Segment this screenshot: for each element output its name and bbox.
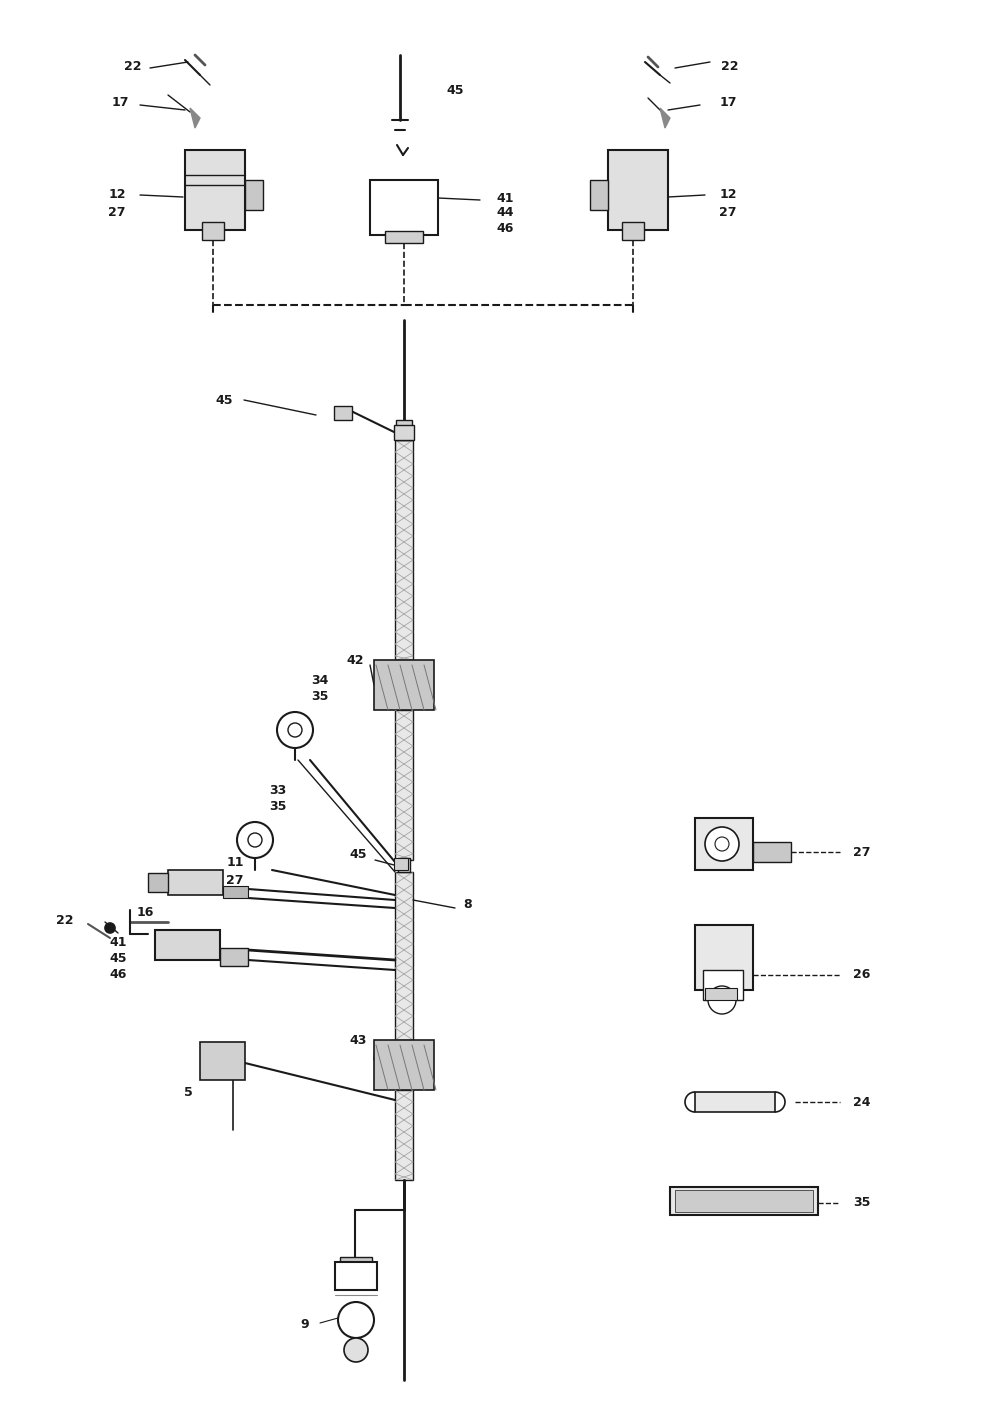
Bar — [675, 1190, 813, 1212]
Bar — [705, 988, 737, 1000]
Circle shape — [288, 722, 302, 736]
Bar — [374, 660, 434, 710]
Bar — [396, 420, 412, 439]
Text: 46: 46 — [109, 967, 127, 980]
Bar — [395, 1090, 413, 1180]
Bar — [200, 1042, 245, 1080]
Polygon shape — [190, 108, 200, 128]
Polygon shape — [660, 108, 670, 128]
Text: 22: 22 — [721, 61, 739, 73]
Bar — [335, 1262, 377, 1290]
Text: 24: 24 — [853, 1095, 871, 1108]
Text: 17: 17 — [719, 97, 737, 110]
Text: 46: 46 — [496, 221, 514, 235]
Bar — [185, 151, 245, 230]
Text: 16: 16 — [136, 907, 154, 919]
Bar — [374, 1041, 434, 1090]
Bar — [670, 1187, 818, 1215]
Circle shape — [705, 826, 739, 862]
Text: 22: 22 — [124, 61, 142, 73]
Circle shape — [105, 924, 115, 934]
Text: 45: 45 — [109, 952, 127, 964]
Text: 8: 8 — [464, 898, 472, 911]
Bar — [398, 857, 410, 872]
Bar — [395, 439, 413, 660]
Text: 33: 33 — [269, 783, 287, 797]
Text: 41: 41 — [496, 191, 514, 204]
Bar — [695, 818, 753, 870]
Text: 41: 41 — [109, 935, 127, 949]
Text: 9: 9 — [301, 1318, 309, 1332]
Bar — [334, 406, 352, 420]
Text: 35: 35 — [853, 1197, 871, 1209]
Circle shape — [715, 836, 729, 850]
Circle shape — [708, 986, 736, 1014]
Bar — [622, 222, 644, 239]
Text: 45: 45 — [349, 849, 367, 862]
Text: 44: 44 — [496, 207, 514, 220]
Text: 5: 5 — [184, 1086, 192, 1098]
Text: 42: 42 — [346, 653, 364, 666]
Text: 35: 35 — [311, 690, 329, 704]
Circle shape — [237, 822, 273, 857]
Bar — [385, 231, 423, 244]
Text: 17: 17 — [111, 97, 129, 110]
Bar — [148, 873, 168, 893]
Bar — [340, 1257, 372, 1267]
Circle shape — [344, 1338, 368, 1362]
Bar — [395, 872, 413, 1041]
Bar — [223, 886, 248, 898]
Text: 22: 22 — [56, 914, 74, 926]
Bar — [220, 948, 248, 966]
Text: 11: 11 — [226, 856, 244, 869]
Text: 34: 34 — [311, 673, 329, 687]
Bar — [395, 710, 413, 860]
Bar — [590, 180, 608, 210]
Bar — [168, 870, 223, 895]
Text: 12: 12 — [719, 187, 737, 200]
Text: 43: 43 — [349, 1033, 367, 1046]
Text: 27: 27 — [108, 207, 126, 220]
Text: 45: 45 — [215, 393, 233, 407]
Text: 45: 45 — [446, 83, 464, 97]
Bar — [695, 925, 753, 990]
Bar — [608, 151, 668, 230]
Bar — [394, 425, 414, 439]
Bar — [753, 842, 791, 862]
Text: 27: 27 — [853, 845, 871, 859]
Text: 35: 35 — [269, 801, 287, 814]
Bar — [703, 970, 743, 1000]
Bar — [155, 931, 220, 960]
Text: 27: 27 — [226, 873, 244, 887]
Bar — [370, 180, 438, 235]
Circle shape — [338, 1302, 374, 1338]
Text: 12: 12 — [108, 187, 126, 200]
Bar — [202, 222, 224, 239]
Text: 27: 27 — [719, 207, 737, 220]
Bar — [695, 1093, 775, 1112]
Bar — [245, 180, 263, 210]
Circle shape — [277, 712, 313, 748]
Bar — [394, 857, 408, 870]
Text: 26: 26 — [853, 969, 871, 981]
Circle shape — [248, 834, 262, 848]
